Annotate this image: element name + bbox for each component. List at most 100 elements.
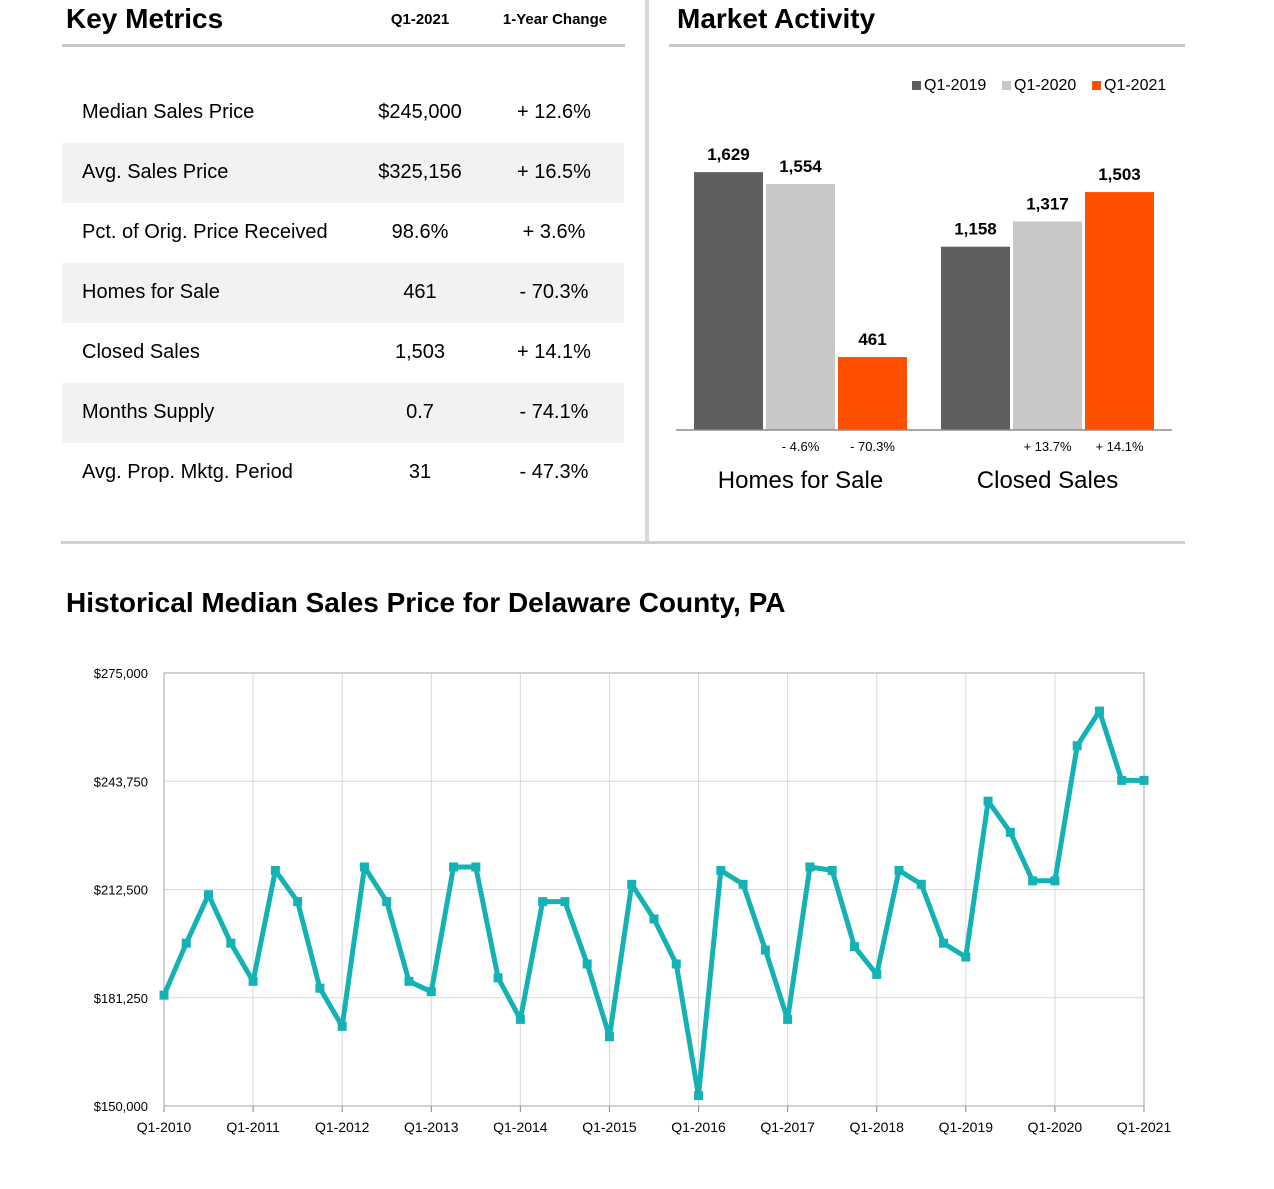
change-label: + 13.7% <box>1023 439 1072 454</box>
data-point <box>1094 706 1104 716</box>
data-point <box>359 862 369 872</box>
bar-value-label: 1,629 <box>707 145 750 164</box>
data-point <box>181 938 191 948</box>
data-point <box>1005 827 1015 837</box>
metric-row: Homes for Sale 461 - 70.3% <box>62 263 624 323</box>
data-point <box>805 862 815 872</box>
metric-change: - 47.3% <box>519 461 589 483</box>
data-point <box>1050 876 1060 886</box>
key-metrics-rule <box>62 44 625 47</box>
data-point <box>738 879 748 889</box>
y-tick-label: $150,000 <box>94 1099 148 1114</box>
bar <box>1013 221 1082 430</box>
x-tick-label: Q1-2012 <box>315 1119 370 1135</box>
metric-change: + 12.6% <box>517 101 591 123</box>
data-point <box>894 865 904 875</box>
metric-change: - 70.3% <box>519 281 589 303</box>
data-point <box>471 862 481 872</box>
data-point <box>1072 741 1082 751</box>
metric-label: Avg. Sales Price <box>82 161 229 183</box>
key-metrics-title: Key Metrics <box>66 3 224 34</box>
y-tick-label: $212,500 <box>94 883 148 898</box>
plot-frame <box>163 672 1145 1107</box>
metric-label: Months Supply <box>82 401 215 423</box>
data-point <box>515 1014 525 1024</box>
data-point <box>916 879 926 889</box>
data-point <box>760 945 770 955</box>
bar-value-label: 1,554 <box>779 157 822 176</box>
legend-swatch <box>1002 81 1011 90</box>
data-point <box>226 938 236 948</box>
market-activity-title: Market Activity <box>677 3 876 34</box>
data-point <box>560 897 570 907</box>
historical-line-chart: $275,000 $243,750 $212,500 $181,250 $150,000… <box>94 666 1172 1135</box>
x-tick-label: Q1-2015 <box>582 1119 637 1135</box>
bar <box>766 184 835 430</box>
data-point <box>582 959 592 969</box>
data-point <box>716 865 726 875</box>
y-tick-label: $243,750 <box>94 774 148 789</box>
metric-value: 1,503 <box>394 341 446 363</box>
bar <box>694 172 763 430</box>
x-tick-label: Q1-2011 <box>226 1119 280 1135</box>
bar <box>1085 192 1154 430</box>
legend-item: Q1-2021 <box>1092 77 1166 94</box>
data-point <box>315 983 325 993</box>
change-label: - 4.6% <box>782 439 820 454</box>
metric-row: Avg. Sales Price $325,156 + 16.5% <box>62 143 624 203</box>
data-point <box>204 890 214 900</box>
data-point <box>426 987 436 997</box>
data-point <box>983 796 993 806</box>
data-point <box>872 969 882 979</box>
legend-label: Q1-2021 <box>1104 77 1166 94</box>
x-tick-label: Q1-2019 <box>939 1119 994 1135</box>
data-point <box>159 990 169 1000</box>
data-point <box>382 897 392 907</box>
x-tick-label: Q1-2018 <box>849 1119 904 1135</box>
metric-change: + 3.6% <box>522 221 586 243</box>
metric-change: - 74.1% <box>519 401 589 423</box>
bar <box>838 357 907 430</box>
data-point <box>1139 775 1149 785</box>
data-point <box>270 865 280 875</box>
key-metrics-col-value: Q1-2021 <box>390 11 450 28</box>
data-point <box>449 862 459 872</box>
data-point <box>627 879 637 889</box>
data-point <box>827 865 837 875</box>
category-label: Homes for Sale <box>718 467 883 494</box>
data-point <box>1028 876 1038 886</box>
horizontal-divider <box>61 541 1185 544</box>
x-tick-label: Q1-2010 <box>137 1119 192 1135</box>
legend-item: Q1-2020 <box>1002 77 1076 94</box>
legend-item: Q1-2019 <box>912 77 986 94</box>
x-tick-label: Q1-2020 <box>1028 1119 1083 1135</box>
metric-value: 31 <box>408 461 432 483</box>
data-point <box>671 959 681 969</box>
key-metrics-table: Median Sales Price $245,000 + 12.6% Avg. Sa… <box>62 83 624 503</box>
data-point <box>939 938 949 948</box>
metric-label: Avg. Prop. Mktg. Period <box>82 461 293 483</box>
data-point <box>1117 775 1127 785</box>
bar-value-label: 1,158 <box>954 220 997 239</box>
bar-value-label: 1,317 <box>1026 195 1069 214</box>
category-label: Closed Sales <box>977 467 1118 494</box>
bar-value-label: 461 <box>858 330 886 349</box>
metric-row: Months Supply 0.7 - 74.1% <box>62 383 624 443</box>
metric-value: $325,156 <box>378 161 462 183</box>
metric-row: Avg. Prop. Mktg. Period 31 - 47.3% <box>62 443 624 503</box>
metric-value: $245,000 <box>378 101 462 123</box>
bar <box>941 246 1010 430</box>
vertical-divider <box>645 0 649 543</box>
y-tick-label: $181,250 <box>94 991 148 1006</box>
legend-swatch <box>912 81 921 90</box>
x-tick-label: Q1-2013 <box>404 1119 459 1135</box>
data-point <box>849 942 859 952</box>
legend-label: Q1-2020 <box>1014 77 1076 94</box>
legend-label: Q1-2019 <box>924 77 986 94</box>
metric-label: Homes for Sale <box>82 281 220 303</box>
data-point <box>604 1032 614 1042</box>
data-point <box>248 976 258 986</box>
metric-value: 0.7 <box>406 401 434 423</box>
metric-value: 461 <box>403 281 437 303</box>
market-activity-rule <box>669 44 1185 47</box>
